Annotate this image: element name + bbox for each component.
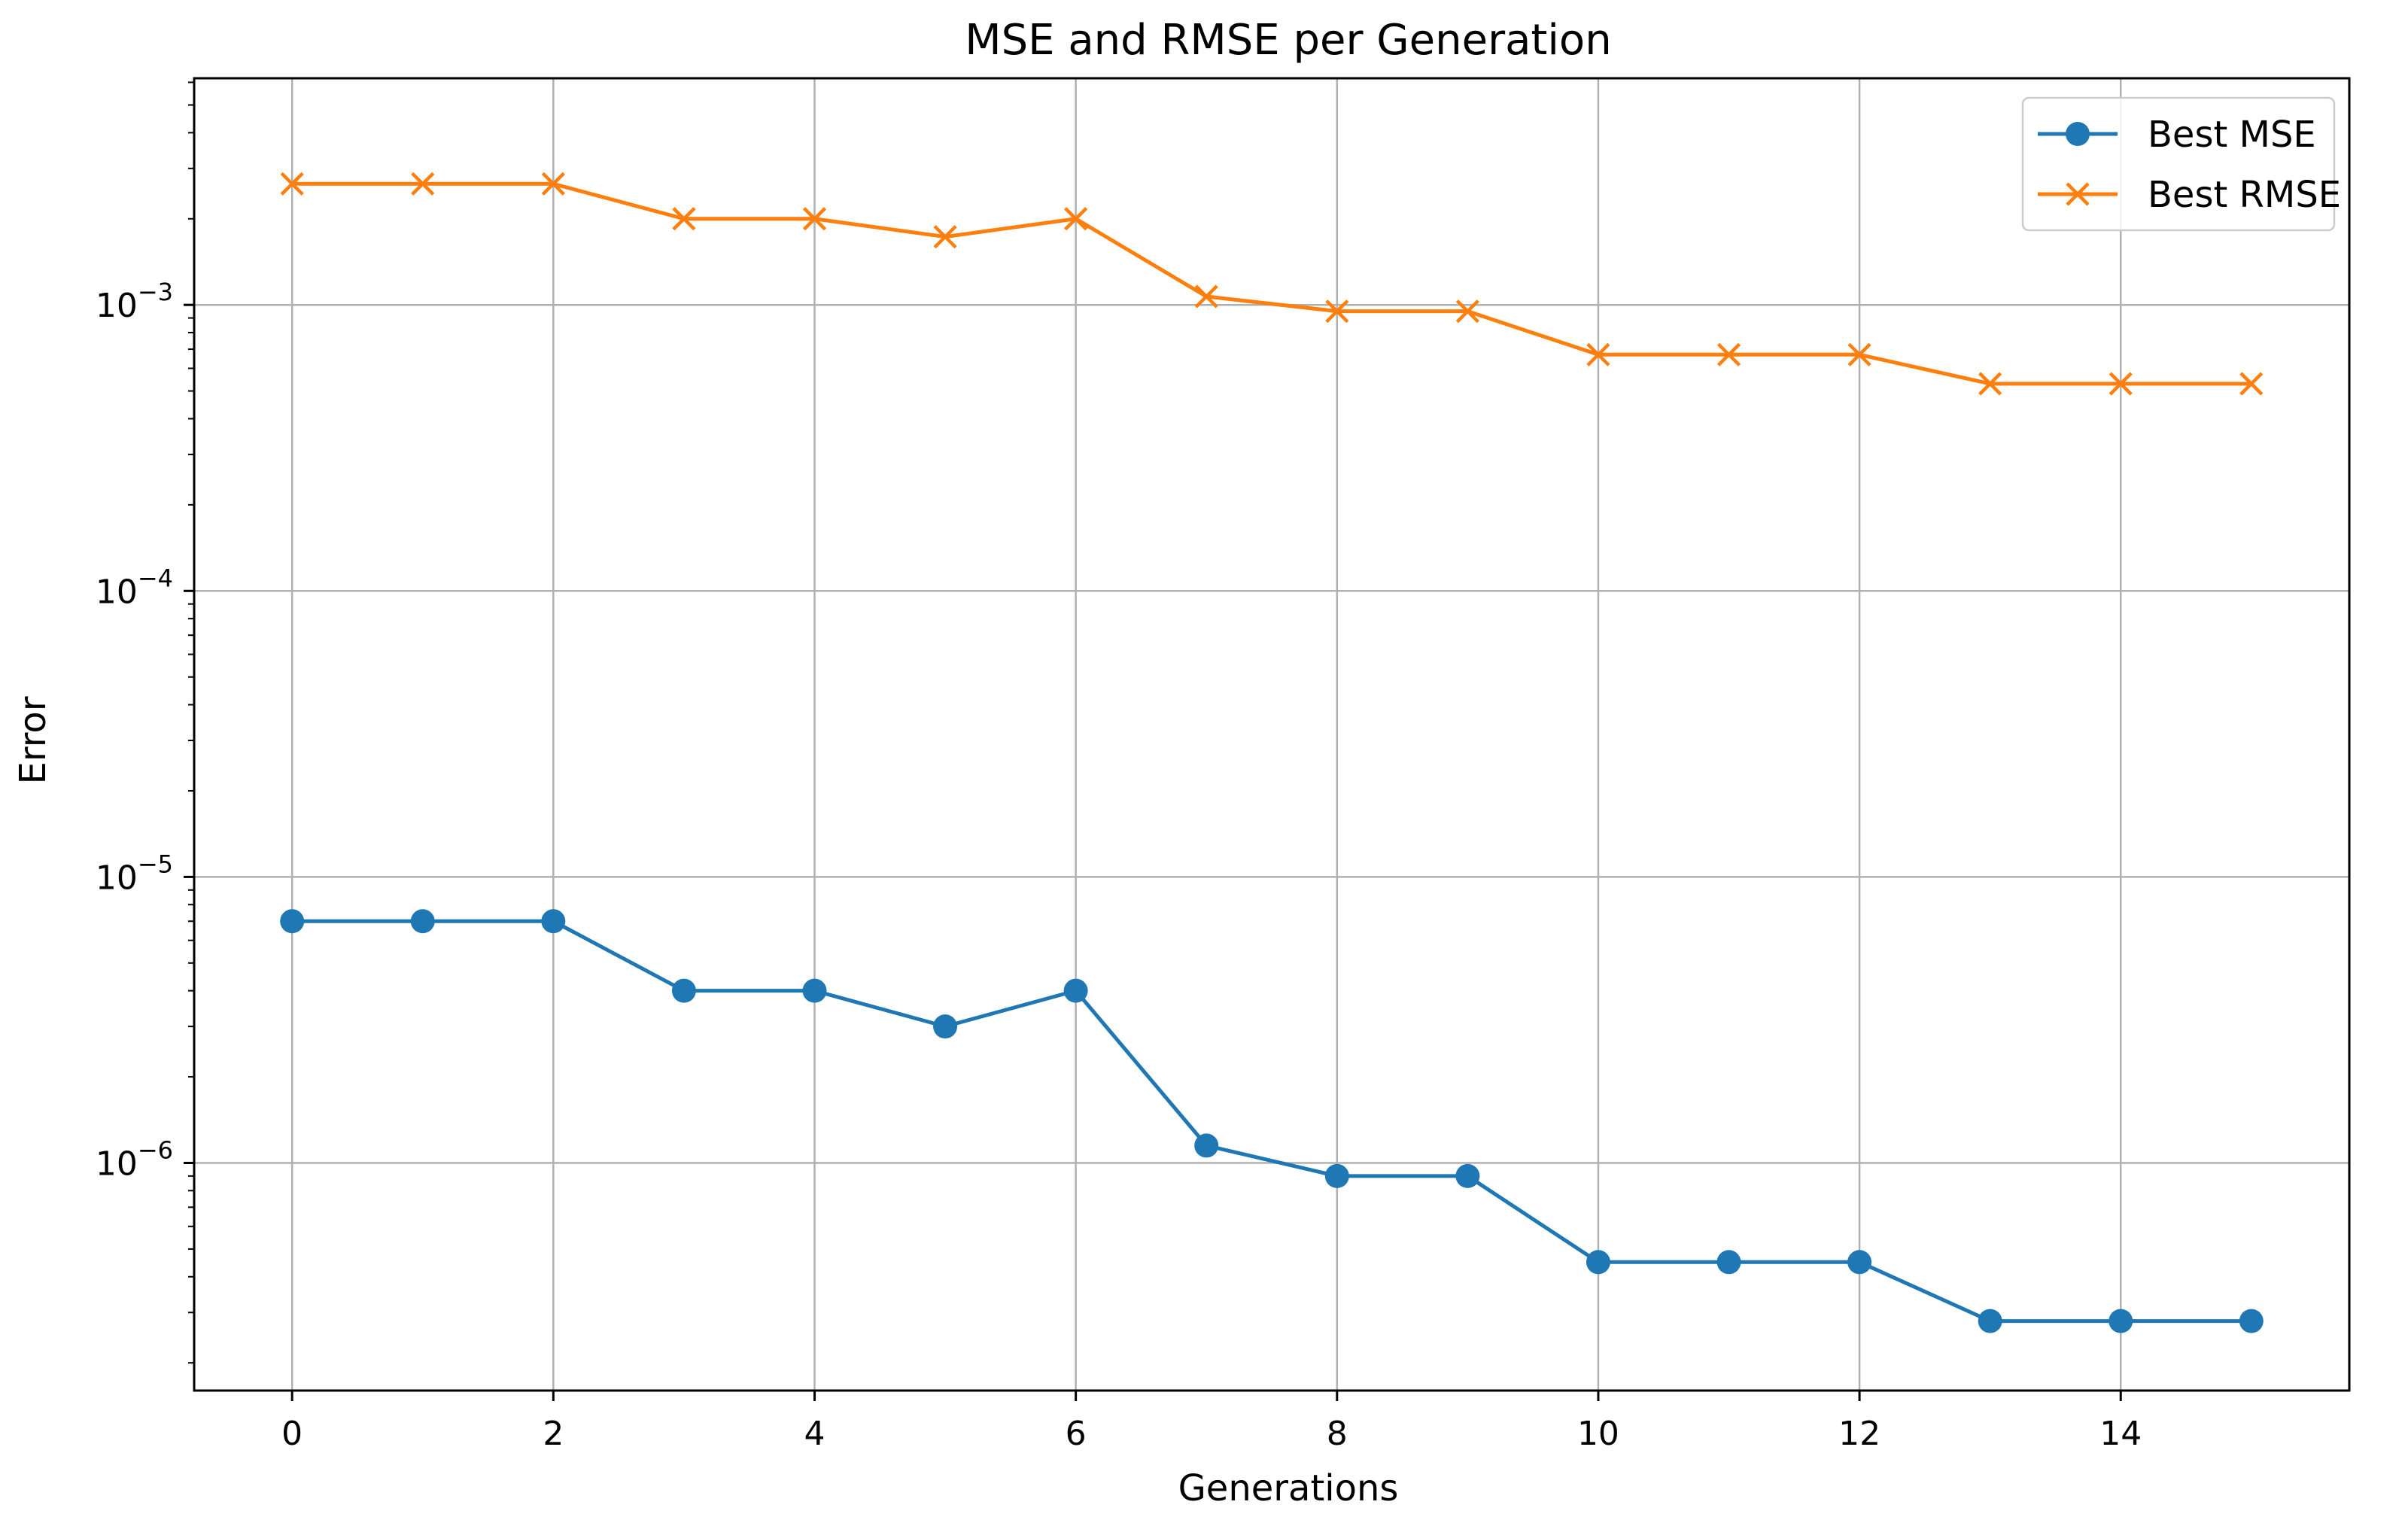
series-layer [280,172,2264,1333]
legend-marker [2066,182,2090,206]
y-tick-label: 10−4 [96,564,173,611]
legend-label: Best RMSE [2148,174,2341,216]
x-tick-label: 6 [1066,1415,1087,1453]
data-point [1716,1250,1741,1275]
data-point [1847,342,1871,366]
x-tick-label: 10 [1577,1415,1619,1453]
legend: Best MSE Best RMSE [2021,96,2341,232]
data-point [1325,299,1349,324]
x-tick-label: 8 [1327,1415,1348,1453]
legend-label: Best MSE [2148,114,2316,156]
series-best-mse [280,909,2264,1333]
chart-title: MSE and RMSE per Generation [965,16,1611,65]
data-point [411,172,435,196]
grid [194,78,2349,1391]
data-point [1978,372,2002,396]
data-point [671,978,696,1003]
x-tick-label: 12 [1838,1415,1880,1453]
data-point [1194,284,1218,309]
data-point [541,909,566,934]
data-point [2239,372,2264,396]
data-point [1847,1250,1872,1275]
data-point [1586,1250,1610,1275]
x-tick-label: 14 [2099,1415,2142,1453]
data-point [2109,372,2133,396]
x-tick-label: 0 [281,1415,303,1453]
x-tick-label: 4 [804,1415,825,1453]
data-point [672,207,696,231]
data-point [1063,978,1088,1003]
legend-item: Best MSE [2038,114,2316,156]
data-point [1064,207,1088,231]
axes-frame [193,77,2351,1392]
data-point [2109,1309,2133,1333]
data-point [933,225,957,249]
data-point [1194,1133,1219,1158]
legend-item: Best RMSE [2038,174,2341,216]
series-line [292,181,2251,386]
data-point [802,207,827,231]
series-line [292,919,2251,1324]
data-point [1455,1163,1480,1188]
y-tick-label: 10−3 [96,278,173,325]
legend-frame [2021,96,2336,232]
x-tick-label: 2 [543,1415,564,1453]
data-point [1978,1309,2002,1333]
y-tick-label: 10−6 [96,1135,173,1183]
ticks: 0 2 4 6 8 10 12 14 10−3 10−4 10−5 10−6 [96,81,2142,1453]
x-axis-label: Generations [1178,1467,1399,1509]
legend-marker [2066,122,2090,146]
y-axis-label: Error [12,696,54,784]
data-point [410,909,435,934]
data-point [541,172,565,196]
data-point [280,172,304,196]
series-best-rmse [280,172,2264,396]
data-point [280,909,305,934]
data-point [1716,342,1741,366]
data-point [1455,299,1479,324]
data-point [933,1014,958,1039]
data-point [2239,1309,2264,1333]
data-point [1586,342,1610,366]
data-point [1324,1163,1349,1188]
y-tick-label: 10−5 [96,850,173,897]
data-point [802,978,827,1003]
